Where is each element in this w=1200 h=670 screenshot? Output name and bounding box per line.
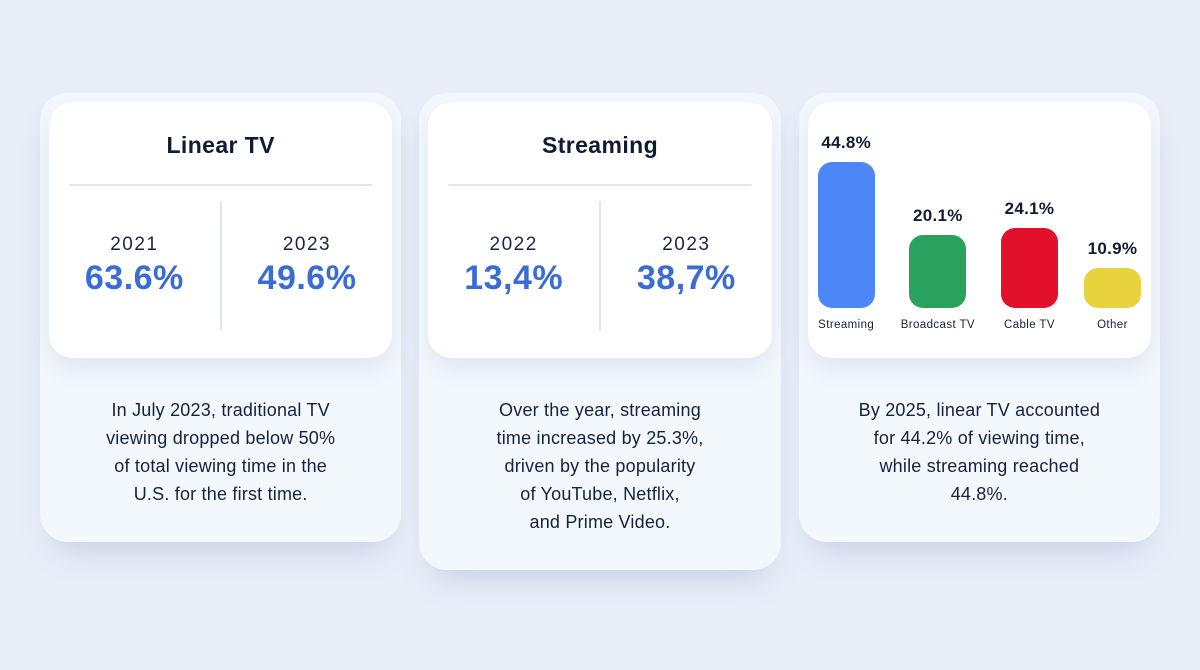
- chart-bar-group-streaming: 44.8% Streaming: [817, 102, 875, 331]
- streaming-column: Streaming 2022 13,4% 2023 38,7% Over the…: [419, 93, 781, 570]
- bar-cable-tv: [1000, 228, 1058, 308]
- bar-category-label-broadcast-tv: Broadcast TV: [900, 319, 975, 331]
- bar-value-label-broadcast-tv: 20.1%: [912, 206, 963, 225]
- vertical-divider: [219, 201, 222, 331]
- streaming-stat-2023: 2023 38,7%: [601, 201, 772, 331]
- linear-tv-stat-2023: 2023 49.6%: [222, 201, 393, 331]
- bar-value-label-streaming: 44.8%: [821, 133, 872, 152]
- bar-upper-cable-tv: 24.1%: [1000, 102, 1058, 308]
- linear-tv-stat-2021: 2021 63.6%: [49, 201, 220, 331]
- chart-bar-group-other: 10.9% Other: [1083, 102, 1141, 331]
- viewing-share-description: By 2025, linear TV accounted for 44.2% o…: [858, 400, 1101, 504]
- bar-category-label-cable-tv: Cable TV: [1003, 319, 1055, 331]
- bar-other: [1083, 268, 1141, 308]
- linear-tv-stats-row: 2021 63.6% 2023 49.6%: [49, 201, 392, 331]
- linear-tv-description: In July 2023, traditional TV viewing dro…: [106, 400, 336, 504]
- bar-broadcast-tv: [909, 235, 967, 308]
- streaming-title: Streaming: [541, 132, 659, 158]
- viewing-share-bar-chart: 44.8% Streaming 20.1% Broadcast TV 24.1% Cabl…: [817, 102, 1141, 331]
- stat-value: 38,7%: [636, 259, 736, 297]
- bar-streaming: [817, 162, 875, 308]
- streaming-description: Over the year, streaming time increased …: [496, 400, 704, 532]
- viewing-share-column: 44.8% Streaming 20.1% Broadcast TV 24.1% Cabl…: [798, 93, 1160, 542]
- chart-bar-group-broadcast-tv: 20.1% Broadcast TV: [901, 102, 975, 331]
- linear-tv-card: Linear TV 2021 63.6% 2023 49.6%: [49, 102, 393, 358]
- horizontal-divider: [448, 184, 752, 186]
- infographic-canvas: Linear TV 2021 63.6% 2023 49.6% In July …: [40, 93, 1160, 570]
- stat-value: 49.6%: [257, 259, 357, 297]
- bar-upper-broadcast-tv: 20.1%: [909, 102, 967, 308]
- stat-year-label: 2021: [110, 234, 159, 255]
- linear-tv-column: Linear TV 2021 63.6% 2023 49.6% In July …: [40, 93, 402, 542]
- stat-value: 63.6%: [84, 259, 184, 297]
- bar-value-label-other: 10.9%: [1087, 239, 1138, 258]
- stat-year-label: 2023: [282, 234, 332, 255]
- streaming-card: Streaming 2022 13,4% 2023 38,7%: [428, 102, 772, 358]
- vertical-divider: [599, 201, 601, 331]
- stat-year-label: 2022: [489, 234, 538, 255]
- bar-upper-streaming: 44.8%: [817, 102, 875, 308]
- bar-category-label-other: Other: [1097, 319, 1128, 331]
- bar-category-label-streaming: Streaming: [818, 319, 875, 331]
- chart-bar-group-cable-tv: 24.1% Cable TV: [1000, 102, 1058, 331]
- viewing-share-chart-card: 44.8% Streaming 20.1% Broadcast TV 24.1% Cabl…: [807, 102, 1151, 358]
- bar-value-label-cable-tv: 24.1%: [1004, 199, 1055, 218]
- stat-year-label: 2023: [662, 234, 711, 255]
- streaming-stats-row: 2022 13,4% 2023 38,7%: [428, 201, 771, 331]
- stat-value: 13,4%: [464, 259, 564, 297]
- bar-upper-other: 10.9%: [1083, 102, 1141, 308]
- horizontal-divider: [69, 184, 373, 186]
- linear-tv-title: Linear TV: [166, 132, 275, 158]
- streaming-stat-2022: 2022 13,4%: [428, 201, 599, 331]
